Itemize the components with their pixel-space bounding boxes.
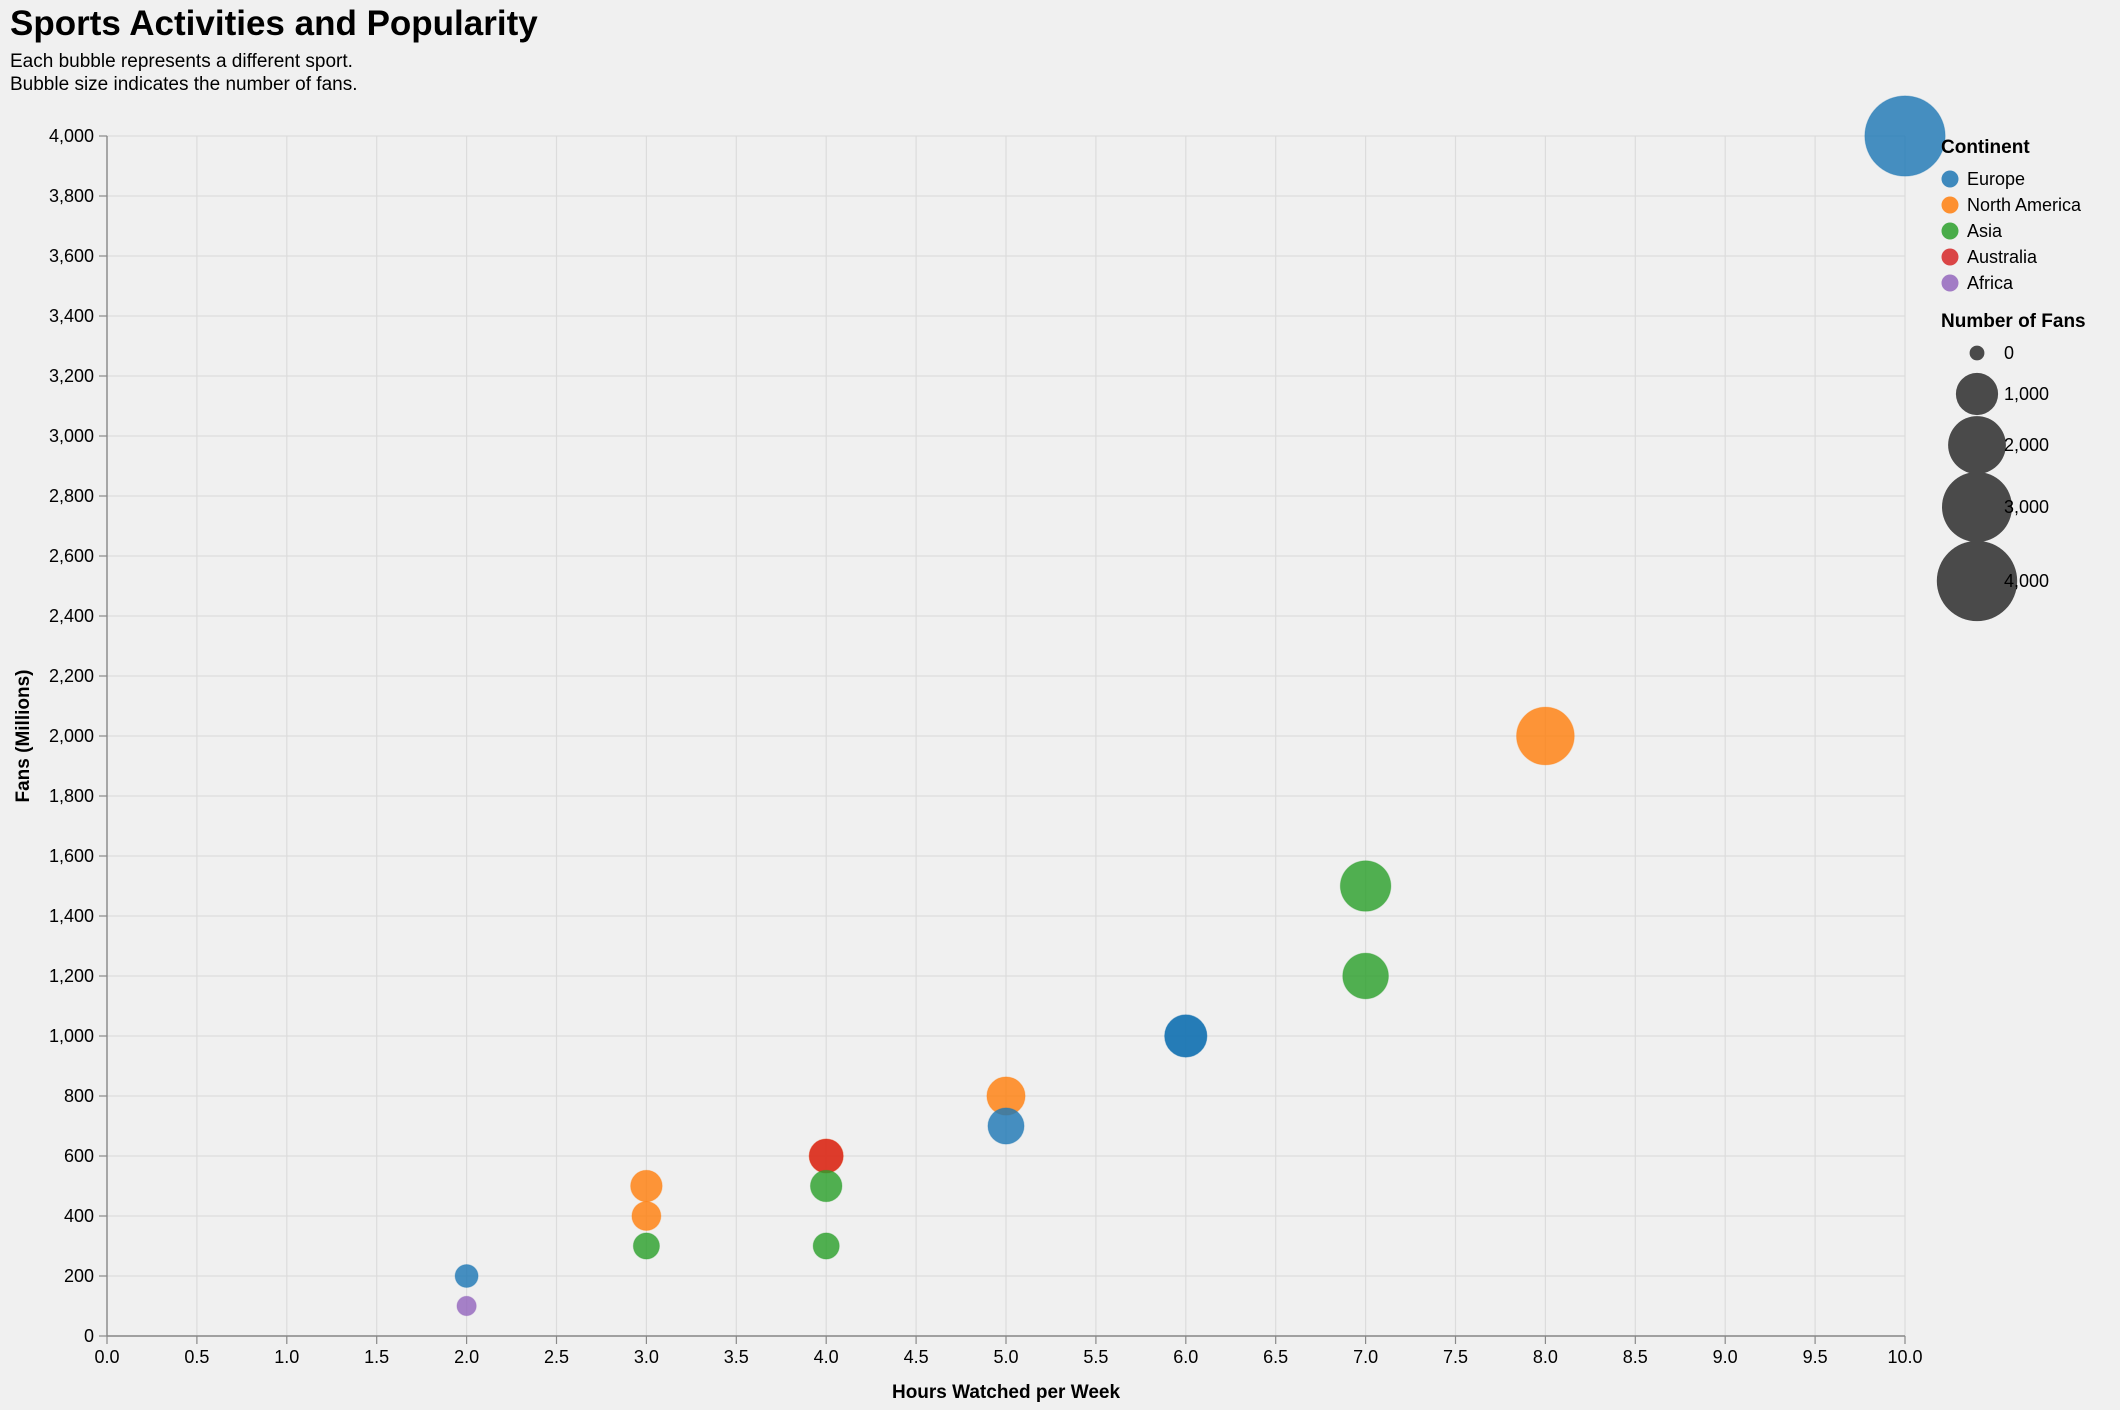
y-tick-label: 600 [64, 1146, 94, 1166]
chart-subtitle-line-2: Bubble size indicates the number of fans… [10, 74, 358, 95]
x-tick-label: 8.5 [1623, 1347, 1648, 1367]
x-tick-label: 8.0 [1533, 1347, 1558, 1367]
grid-lines [106, 135, 1906, 1337]
y-tick-label: 3,800 [49, 186, 94, 206]
chart-subtitle-line-1: Each bubble represents a different sport… [10, 51, 353, 72]
size-legend-label: 4,000 [2004, 571, 2049, 591]
y-tick-label: 4,000 [49, 126, 94, 146]
legend: Continent Europe North America Asia Australi… [1936, 137, 2086, 622]
chart-title: Sports Activities and Popularity [10, 4, 538, 43]
y-tick-label: 200 [64, 1266, 94, 1286]
y-tick-label: 0 [84, 1326, 94, 1346]
legend-swatch-europe [1941, 170, 1959, 188]
y-tick-label: 400 [64, 1206, 94, 1226]
y-tick-label: 800 [64, 1086, 94, 1106]
x-tick-label: 2.0 [454, 1347, 479, 1367]
data-point-bubble [1516, 706, 1575, 766]
legend-swatch-asia [1941, 222, 1959, 240]
x-tick-label: 5.0 [993, 1347, 1018, 1367]
data-point-bubble [456, 1295, 477, 1317]
x-axis-title: Hours Watched per Week [892, 1382, 1120, 1403]
x-tick-label: 1.5 [364, 1347, 389, 1367]
data-point-bubble [454, 1263, 479, 1289]
y-tick-label: 1,000 [49, 1026, 94, 1046]
y-tick-label: 2,800 [49, 486, 94, 506]
data-point-bubble [1864, 95, 1946, 177]
legend-label-europe: Europe [1967, 169, 2025, 189]
data-point-bubble [631, 1200, 662, 1232]
x-tick-label: 0.0 [94, 1347, 119, 1367]
y-axis-title: Fans (Millions) [13, 670, 34, 803]
y-tick-label: 2,200 [49, 666, 94, 686]
x-tick-label: 4.5 [904, 1347, 929, 1367]
x-tick-label: 10.0 [1887, 1347, 1922, 1367]
size-legend-label: 1,000 [2004, 384, 2049, 404]
y-tick-label: 3,000 [49, 426, 94, 446]
x-tick-label: 7.0 [1353, 1347, 1378, 1367]
legend-label-australia: Australia [1967, 247, 2038, 267]
y-tick-label: 1,600 [49, 846, 94, 866]
y-tick-label: 3,400 [49, 306, 94, 326]
size-legend-bubble [1942, 472, 2012, 542]
x-tick-label: 1.0 [274, 1347, 299, 1367]
x-tick-label: 6.0 [1173, 1347, 1198, 1367]
legend-label-asia: Asia [1967, 221, 2003, 241]
x-tick-label: 2.5 [544, 1347, 569, 1367]
size-legend-label: 3,000 [2004, 497, 2049, 517]
y-tick-label: 2,000 [49, 726, 94, 746]
y-tick-label: 2,400 [49, 606, 94, 626]
size-legend-bubble [1936, 540, 2018, 622]
size-legend-title: Number of Fans [1941, 311, 2086, 332]
y-tick-label: 3,600 [49, 246, 94, 266]
data-point-bubble [809, 1169, 843, 1203]
data-point-bubble [632, 1232, 661, 1260]
y-tick-label: 1,400 [49, 906, 94, 926]
data-point-bubble [1164, 1014, 1208, 1058]
size-legend-bubble [1948, 416, 2006, 474]
y-tick-label: 3,200 [49, 366, 94, 386]
axes: 0.0 0.5 1.0 1.5 2.0 2.5 3.0 3.5 4.0 4.5 5.0 5.5 6.0 6… [13, 126, 1923, 1403]
y-tick-label: 2,600 [49, 546, 94, 566]
size-legend-bubble [1969, 345, 1985, 361]
data-point-bubble [812, 1232, 840, 1260]
x-tick-label: 7.5 [1443, 1347, 1468, 1367]
legend-swatch-australia [1941, 248, 1959, 266]
x-tick-label: 9.5 [1803, 1347, 1828, 1367]
data-point-bubble [1342, 952, 1389, 1000]
y-tick-label: 1,800 [49, 786, 94, 806]
legend-swatch-north-america [1941, 196, 1959, 214]
data-point-bubble [808, 1138, 844, 1174]
legend-label-north-america: North America [1967, 195, 2082, 215]
size-legend-label: 2,000 [2004, 435, 2049, 455]
x-tick-label: 4.0 [814, 1347, 839, 1367]
size-legend-bubble [1955, 372, 1999, 416]
y-tick-label: 1,200 [49, 966, 94, 986]
legend-swatch-africa [1941, 274, 1959, 292]
data-point-bubble [987, 1107, 1025, 1145]
x-tick-label: 3.5 [724, 1347, 749, 1367]
color-legend-title: Continent [1941, 137, 2030, 158]
x-tick-label: 6.5 [1263, 1347, 1288, 1367]
x-tick-label: 3.0 [634, 1347, 659, 1367]
x-tick-label: 0.5 [184, 1347, 209, 1367]
legend-label-africa: Africa [1967, 273, 2014, 293]
data-point-bubble [630, 1169, 663, 1203]
data-point-bubble [1339, 860, 1392, 912]
x-tick-label: 5.5 [1083, 1347, 1108, 1367]
size-legend-label: 0 [2004, 343, 2014, 363]
x-tick-label: 9.0 [1713, 1347, 1738, 1367]
data-points [454, 95, 1946, 1317]
